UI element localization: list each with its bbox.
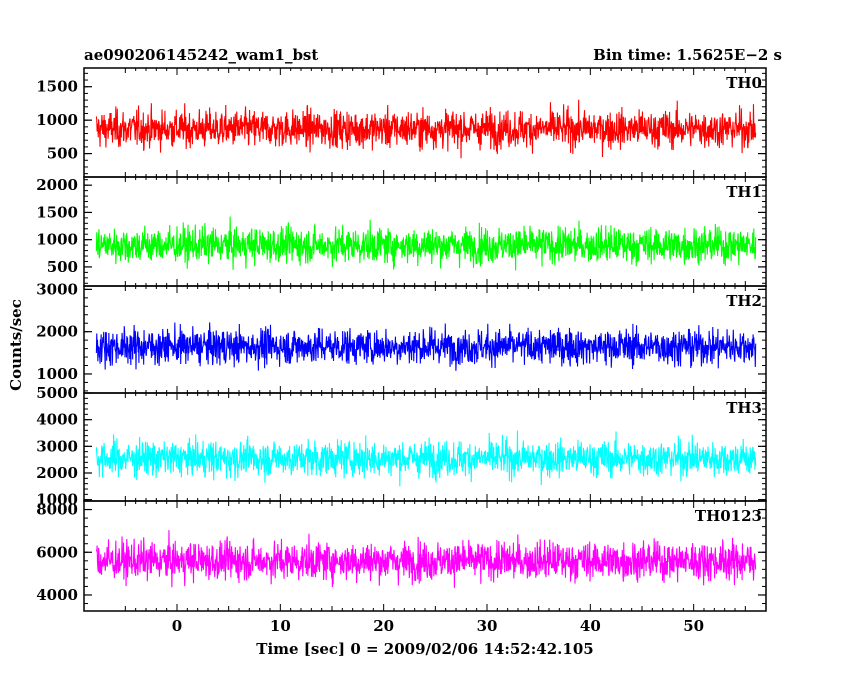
series-th0 [95, 99, 757, 159]
panel-label: TH2 [726, 292, 762, 310]
y-tick-label: 1500 [36, 203, 78, 221]
y-tick-label: 8000 [36, 501, 78, 519]
y-tick-label: 1000 [36, 111, 78, 129]
y-tick-label: 2000 [36, 464, 78, 482]
y-tick-label: 1000 [36, 231, 78, 249]
series-th0123 [95, 530, 757, 588]
x-tick-label: 30 [477, 617, 498, 635]
y-tick-label: 500 [47, 145, 78, 163]
y-axis-label: Counts/sec [7, 299, 25, 391]
series-th1 [95, 216, 757, 271]
x-tick-label: 10 [270, 617, 291, 635]
x-tick-label: 50 [683, 617, 704, 635]
panel-label: TH0123 [695, 507, 762, 525]
y-tick-label: 3000 [36, 280, 78, 298]
panel-label: TH3 [726, 399, 762, 417]
panel-label: TH1 [726, 183, 762, 201]
y-tick-label: 1500 [36, 78, 78, 96]
y-tick-label: 1000 [36, 491, 78, 509]
bin-time-label: Bin time: 1.5625E−2 s [593, 46, 782, 64]
panel-label: TH0 [726, 74, 762, 92]
x-tick-label: 20 [373, 617, 394, 635]
series-th3 [95, 430, 757, 487]
chart-title: ae090206145242_wam1_bst [84, 46, 319, 64]
y-tick-label: 500 [47, 258, 78, 276]
x-tick-label: 40 [580, 617, 601, 635]
y-tick-label: 5000 [36, 384, 78, 402]
series-th2 [95, 322, 757, 371]
x-tick-label: 0 [172, 617, 182, 635]
y-tick-label: 4000 [36, 411, 78, 429]
y-tick-label: 2000 [36, 176, 78, 194]
x-axis-label: Time [sec] 0 = 2009/02/06 14:52:42.105 [256, 640, 594, 658]
y-tick-label: 6000 [36, 543, 78, 561]
y-tick-label: 4000 [36, 586, 78, 604]
y-tick-label: 2000 [36, 323, 78, 341]
y-tick-label: 1000 [36, 365, 78, 383]
y-tick-label: 3000 [36, 437, 78, 455]
panel-frame [83, 176, 767, 287]
